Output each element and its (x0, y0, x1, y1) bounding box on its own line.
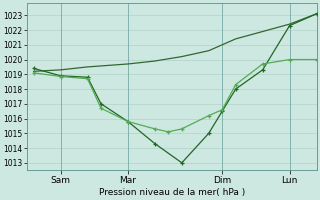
X-axis label: Pression niveau de la mer( hPa ): Pression niveau de la mer( hPa ) (99, 188, 245, 197)
